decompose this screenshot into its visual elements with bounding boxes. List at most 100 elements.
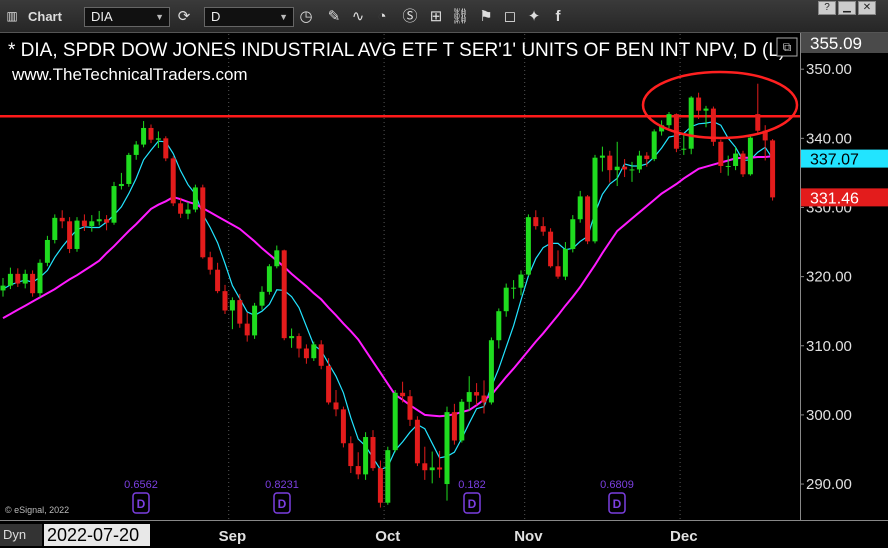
candle-body bbox=[148, 127, 154, 140]
candle-body bbox=[459, 401, 465, 441]
annotation-ellipse bbox=[641, 70, 799, 140]
candle-body bbox=[755, 114, 761, 131]
facebook-button[interactable]: f bbox=[555, 8, 561, 25]
candle-body bbox=[407, 396, 413, 420]
legend-toggle[interactable] bbox=[776, 37, 798, 57]
y-tick-label: 310.00 bbox=[806, 338, 852, 355]
candle-body bbox=[252, 305, 258, 336]
candle-body bbox=[296, 336, 302, 349]
dropdown-arrow: ▼ bbox=[279, 12, 288, 22]
y-tick-label: 300.00 bbox=[806, 407, 852, 424]
candle-body bbox=[614, 166, 620, 171]
candle-body bbox=[44, 239, 50, 263]
candle-body bbox=[185, 209, 191, 214]
candle-body bbox=[370, 437, 376, 469]
candle-body bbox=[666, 114, 672, 126]
legend-toggle-icon: ⧉ bbox=[783, 40, 792, 54]
candle-body bbox=[363, 437, 369, 475]
candle-body bbox=[22, 273, 28, 284]
y-tick-label: 290.00 bbox=[806, 476, 852, 493]
candle-body bbox=[0, 285, 6, 291]
price-tag-label: 331.46 bbox=[810, 190, 859, 207]
candle-body bbox=[481, 395, 487, 403]
candle-body bbox=[355, 466, 361, 475]
candle-body bbox=[607, 155, 613, 171]
candle-body bbox=[629, 169, 635, 171]
candle-body bbox=[133, 144, 139, 155]
candle-body bbox=[525, 217, 531, 275]
chart-title: * DIA, SPDR DOW JONES INDUSTRIAL AVG ETF… bbox=[8, 40, 785, 61]
help-button[interactable]: ? bbox=[818, 1, 836, 15]
candle-body bbox=[89, 221, 95, 227]
candle-body bbox=[696, 97, 702, 111]
candle-body bbox=[104, 219, 110, 223]
dividend-icon bbox=[463, 492, 481, 514]
chat-button[interactable]: ◻ bbox=[503, 8, 517, 25]
clock-button[interactable]: ◷ bbox=[299, 8, 313, 25]
symbol-text: DIA bbox=[91, 9, 113, 24]
app-icon: ▥ bbox=[6, 9, 18, 23]
candle-body bbox=[437, 467, 443, 470]
flag-button[interactable]: ⚑ bbox=[479, 8, 493, 25]
candle-body bbox=[192, 187, 198, 210]
interval-input[interactable]: D ▼ bbox=[204, 7, 294, 27]
candle-body bbox=[548, 231, 554, 267]
refresh-button[interactable]: ⟳ bbox=[177, 8, 191, 25]
plot-area: 0.6562 D 0.8231 D 0.182 D 0.6809 D bbox=[0, 34, 800, 520]
candle-body bbox=[474, 392, 480, 396]
y-tick-label: 350.00 bbox=[806, 61, 852, 78]
x-axis: Sep Oct Nov Dec bbox=[219, 528, 698, 545]
fx-button[interactable]: Ⓢ bbox=[402, 8, 418, 25]
minimize-button[interactable]: ▁ bbox=[838, 1, 856, 15]
dividend-label: 0.6809 bbox=[600, 479, 634, 491]
candle-body bbox=[326, 365, 332, 403]
link-button[interactable]: ⛓ bbox=[450, 8, 470, 25]
symbol-button[interactable]: ⊞ bbox=[429, 8, 443, 25]
candle-body bbox=[340, 409, 346, 444]
candle-body bbox=[733, 153, 739, 166]
draw-button[interactable]: ✎ bbox=[327, 8, 341, 25]
candle-body bbox=[170, 158, 176, 204]
cursor-date: 2022-07-20 bbox=[44, 524, 150, 546]
y-tick-label: 340.00 bbox=[806, 130, 852, 147]
candle-body bbox=[237, 300, 243, 324]
compare-button[interactable]: ◔ bbox=[377, 8, 387, 25]
candle-body bbox=[111, 186, 117, 223]
candle-body bbox=[289, 336, 295, 339]
candle-body bbox=[215, 269, 221, 292]
x-tick-label: Oct bbox=[375, 528, 400, 545]
candle-body bbox=[222, 291, 228, 311]
x-tick-label: Sep bbox=[219, 528, 247, 545]
chart-subtitle: www.TheTechnicalTraders.com bbox=[11, 65, 248, 84]
candle-body bbox=[259, 291, 265, 306]
candle-body bbox=[385, 450, 391, 503]
candle-body bbox=[377, 468, 383, 503]
candle-body bbox=[533, 217, 539, 227]
candle-body bbox=[200, 187, 206, 258]
mode-button[interactable]: Dyn bbox=[0, 524, 42, 546]
dropdown-arrow: ▼ bbox=[155, 12, 164, 22]
price-tag-label: 337.07 bbox=[810, 152, 859, 169]
candle-body bbox=[37, 262, 43, 294]
candle-body bbox=[725, 165, 731, 167]
dividend-icon-label: D bbox=[468, 497, 477, 511]
candle-body bbox=[488, 340, 494, 403]
twitter-button[interactable]: ✦ bbox=[527, 8, 541, 25]
candle-body bbox=[163, 138, 169, 159]
study-button[interactable]: ∿ bbox=[351, 8, 365, 25]
candle-body bbox=[422, 463, 428, 471]
dividend-icon bbox=[608, 492, 626, 514]
interval-text: D bbox=[211, 9, 221, 24]
candle-body bbox=[518, 274, 524, 288]
candle-body bbox=[570, 219, 576, 249]
candle-body bbox=[622, 166, 628, 170]
dividend-icon-label: D bbox=[137, 497, 146, 511]
dividend-icon bbox=[273, 492, 291, 514]
candle-body bbox=[681, 148, 687, 150]
close-button[interactable]: ✕ bbox=[858, 1, 876, 15]
symbol-input[interactable]: DIA ▼ bbox=[84, 7, 170, 27]
candle-body bbox=[155, 138, 161, 140]
candle-body bbox=[52, 217, 58, 240]
candle-body bbox=[207, 257, 213, 270]
